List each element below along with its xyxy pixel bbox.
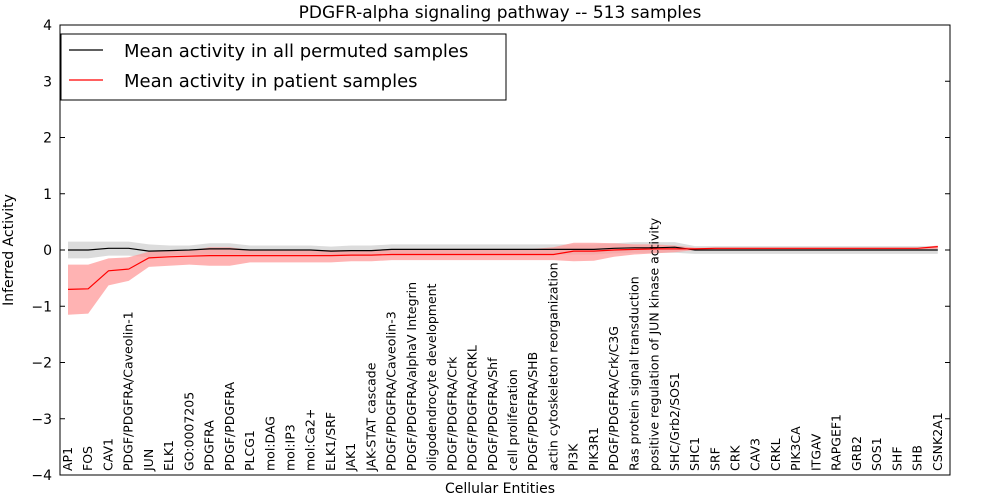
confidence-bands (68, 241, 938, 315)
x-tick-label: positive regulation of JUN kinase activi… (647, 217, 662, 471)
x-tick-label: PDGFRA (202, 420, 217, 471)
x-tick-label: PIK3CA (788, 426, 803, 471)
series-band-1 (68, 242, 938, 315)
y-axis-label: Inferred Activity (1, 194, 17, 306)
x-tick-label: GO:0007205 (181, 392, 196, 471)
x-tick-label: PDGF/PDGFRA/SHB (525, 352, 540, 471)
x-tick-label: PDGF/PDGFRA/Shf (485, 357, 500, 471)
y-tick-label: 1 (43, 187, 52, 203)
x-tick-label: JAK1 (343, 443, 358, 472)
x-tick-label: SHC/Grb2/SOS1 (667, 372, 682, 471)
y-tick-label: −3 (31, 412, 52, 428)
plot-frame (59, 24, 951, 476)
y-tick-label: 0 (43, 243, 52, 259)
x-tick-label: CRKL (768, 438, 783, 471)
x-tick-label: ELK1/SRF (323, 412, 338, 471)
x-tick-label: PLCG1 (242, 430, 257, 471)
x-tick-label: PDGF/PDGFRA/Crk/C3G (606, 326, 621, 471)
x-tick-label: CAV1 (101, 438, 116, 471)
series-lines (67, 246, 938, 290)
y-tick-label: 2 (43, 131, 52, 147)
x-tick-label: CSNK2A1 (930, 412, 945, 471)
series-line-0 (68, 246, 938, 252)
x-tick-label: PI3K (566, 443, 581, 471)
y-axis-ticks: 4 3 2 1 0 −1 −2 −3 −4 (31, 18, 950, 484)
x-tick-label: PDGF/PDGFRA (222, 382, 237, 471)
legend-box (60, 33, 507, 101)
x-tick-label: oligodendrocyte development (424, 283, 439, 471)
legend: Mean activity in all permuted samples Me… (60, 33, 507, 101)
x-tick-label: JAK-STAT cascade (363, 362, 378, 472)
series-line-1 (67, 246, 938, 290)
y-tick-label: 4 (43, 18, 52, 34)
x-tick-label: SHF (889, 446, 904, 471)
x-tick-label: ELK1 (161, 440, 176, 471)
x-tick-label: cell proliferation (505, 369, 520, 471)
x-tick-label: mol:DAG (262, 416, 277, 471)
x-tick-label: PDGF/PDGFRA/alphaV Integrin (404, 282, 419, 471)
legend-label-permuted: Mean activity in all permuted samples (124, 41, 468, 62)
x-tick-label: SRF (707, 447, 722, 471)
y-tick-label: 3 (43, 74, 52, 90)
x-tick-label: CRK (728, 445, 743, 471)
x-tick-label: PDGF/PDGFRA/Crk (444, 356, 459, 471)
x-tick-label: AP1 (60, 447, 75, 471)
y-tick-label: −2 (31, 356, 52, 372)
x-tick-label: PDGF/PDGFRA/Caveolin-1 (121, 311, 136, 471)
x-axis-label: Cellular Entities (445, 481, 555, 497)
x-tick-label: PDGF/PDGFRA/Caveolin-3 (384, 311, 399, 471)
y-tick-label: −4 (31, 468, 52, 484)
x-tick-label: SHC1 (687, 437, 702, 471)
legend-label-patient: Mean activity in patient samples (124, 71, 418, 92)
x-tick-label: CAV3 (748, 438, 763, 471)
x-tick-label: PDGF/PDGFRA/CRKL (465, 345, 480, 471)
x-tick-label: Ras protein signal transduction (626, 276, 641, 471)
chart-title: PDGFR-alpha signaling pathway -- 513 sam… (299, 3, 702, 23)
x-tick-label: actin cytoskeleton reorganization (546, 262, 561, 471)
x-tick-label: SOS1 (869, 437, 884, 471)
x-tick-label: ITGAV (808, 433, 823, 471)
x-tick-label: PIK3R1 (586, 427, 601, 471)
x-tick-label: SHB (910, 445, 925, 471)
x-tick-label: GRB2 (849, 436, 864, 471)
x-tick-label: mol:IP3 (283, 424, 298, 471)
x-tick-label: JUN (141, 449, 156, 472)
x-tick-labels: AP1 FOS CAV1 PDGF/PDGFRA/Caveolin-1 JUN ELK1 G… (60, 217, 945, 472)
x-tick-label: mol:Ca2+ (303, 409, 318, 471)
x-tick-label: RAPGEF1 (829, 414, 844, 471)
y-tick-label: −1 (31, 299, 52, 315)
x-tick-label: FOS (80, 446, 95, 471)
